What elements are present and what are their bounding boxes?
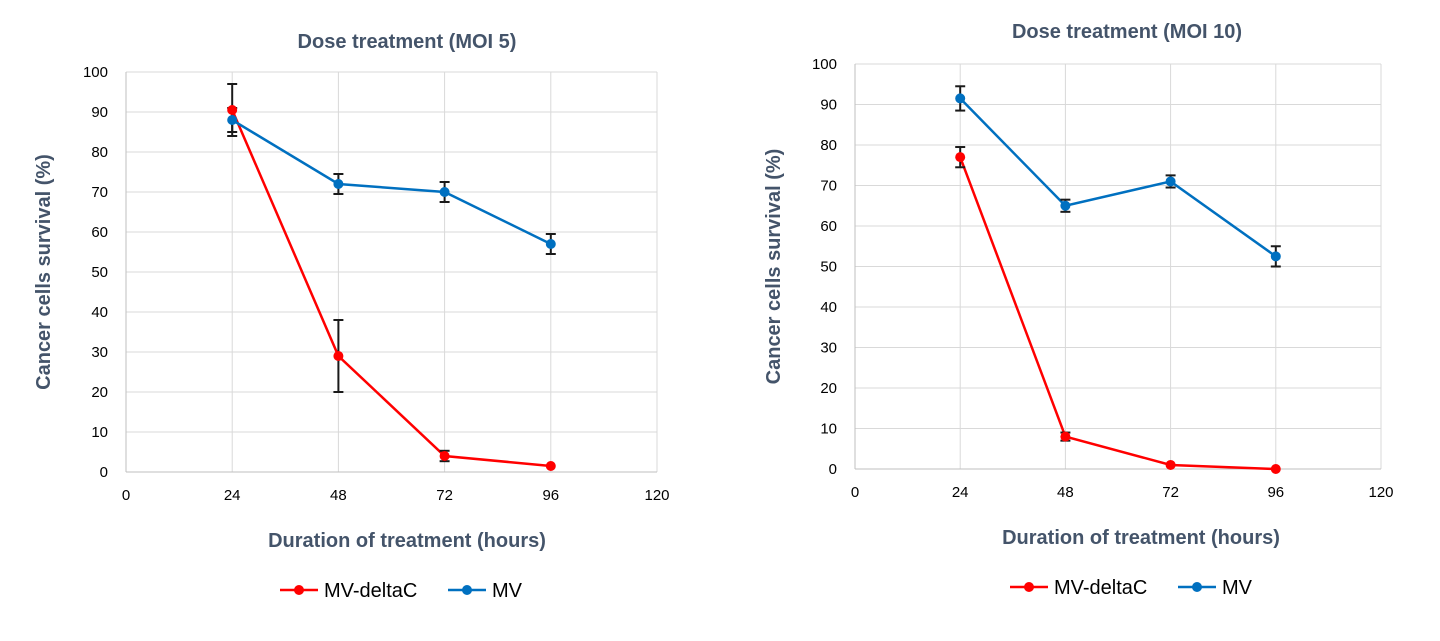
y-axis-label: Cancer cells survival (%): [33, 154, 55, 390]
data-point: [333, 351, 344, 361]
y-tick-label: 0: [829, 461, 837, 478]
y-tick-label: 50: [820, 259, 837, 276]
series-line: [231, 109, 551, 468]
y-tick-label: 20: [91, 384, 108, 401]
y-tick-label: 50: [91, 264, 108, 281]
legend-label: MV-deltaC: [324, 580, 417, 602]
y-tick-label: 40: [91, 304, 108, 321]
y-tick-label: 30: [91, 344, 108, 361]
data-point: [227, 105, 238, 115]
data-point: [227, 115, 238, 125]
data-point: [439, 451, 450, 461]
data-point: [545, 239, 556, 249]
legend-item: MV-deltaC: [1010, 577, 1147, 599]
legend-marker: [1192, 582, 1202, 592]
legend-marker: [462, 585, 472, 595]
data-point: [1060, 200, 1071, 211]
series-mv-deltac: [959, 156, 1276, 471]
series-mv: [231, 118, 552, 246]
x-tick-label: 0: [122, 487, 130, 504]
legend-item: MV: [448, 580, 523, 602]
legend-marker: [294, 585, 304, 595]
x-tick-label: 48: [1057, 484, 1074, 501]
legend-item: MV: [1178, 577, 1253, 599]
chart-title: Dose treatment (MOI 10): [1012, 21, 1242, 43]
y-axis-label: Cancer cells survival (%): [763, 149, 785, 385]
y-tick-label: 70: [91, 184, 108, 201]
chart-2: Dose treatment (MOI 10) 0 10 20 30 40 50 60 70 80…: [763, 21, 1394, 599]
x-tick-label: 24: [224, 487, 241, 504]
x-tick-label: 72: [1162, 484, 1179, 501]
y-tick-label: 40: [820, 299, 837, 316]
legend-label: MV: [1222, 577, 1253, 599]
x-tick-label: 48: [330, 487, 347, 504]
chart-1: Dose treatment (MOI 5) 0 10 20 30 40 50 60 70 80 9…: [33, 31, 670, 602]
data-point: [1165, 459, 1176, 470]
legend-marker: [1024, 582, 1034, 592]
y-tick-label: 100: [83, 64, 108, 81]
data-point: [1165, 176, 1176, 187]
series-mv: [959, 97, 1277, 258]
y-tick-label: 100: [812, 56, 837, 73]
x-tick-label: 96: [1267, 484, 1284, 501]
data-point: [1270, 251, 1281, 262]
series-line: [959, 97, 1277, 258]
x-tick-label: 0: [851, 484, 859, 501]
chart-title: Dose treatment (MOI 5): [298, 31, 517, 53]
y-tick-label: 30: [820, 340, 837, 357]
data-point: [439, 187, 450, 197]
y-tick-label: 10: [820, 421, 837, 438]
y-tick-label: 80: [820, 137, 837, 154]
data-point: [955, 93, 966, 104]
y-tick-label: 10: [91, 424, 108, 441]
x-axis-label: Duration of treatment (hours): [268, 530, 546, 552]
x-tick-label: 120: [1368, 484, 1393, 501]
y-tick-label: 0: [100, 464, 108, 481]
legend-label: MV: [492, 580, 523, 602]
series-line: [231, 118, 552, 246]
y-tick-label: 70: [820, 178, 837, 195]
series-line: [959, 156, 1276, 471]
y-tick-label: 60: [820, 218, 837, 235]
x-tick-label: 72: [436, 487, 453, 504]
y-tick-label: 90: [820, 97, 837, 114]
data-point: [1270, 464, 1281, 474]
y-tick-label: 60: [91, 224, 108, 241]
series-mv-deltac: [231, 109, 551, 468]
data-point: [333, 179, 344, 189]
data-point: [545, 461, 556, 471]
y-tick-label: 20: [820, 380, 837, 397]
data-point: [955, 152, 966, 163]
legend-item: MV-deltaC: [280, 580, 417, 602]
y-tick-label: 80: [91, 144, 108, 161]
x-tick-label: 96: [542, 487, 559, 504]
y-tick-label: 90: [91, 104, 108, 121]
x-tick-label: 120: [644, 487, 669, 504]
legend-label: MV-deltaC: [1054, 577, 1147, 599]
x-axis-label: Duration of treatment (hours): [1002, 527, 1280, 549]
data-point: [1060, 431, 1071, 442]
x-tick-label: 24: [952, 484, 969, 501]
